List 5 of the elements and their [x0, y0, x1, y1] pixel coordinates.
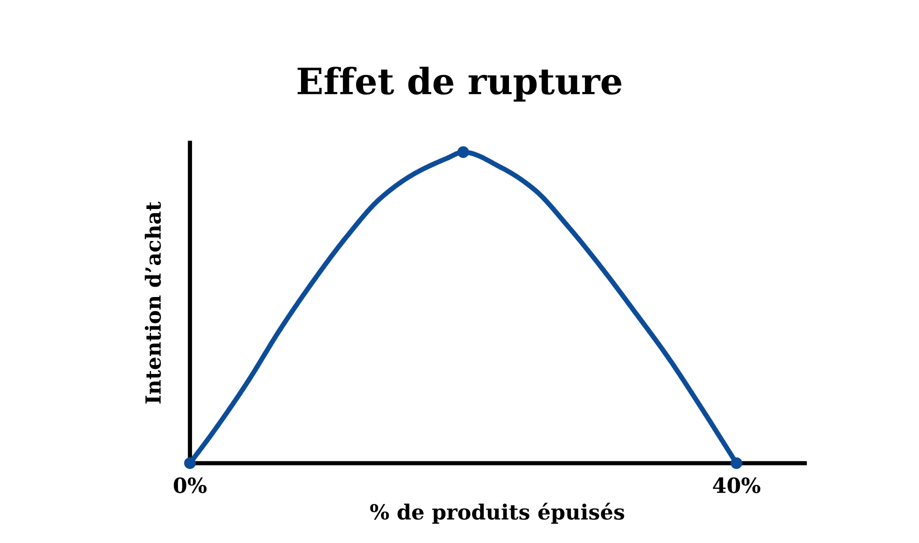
chart-title: Effet de rupture — [298, 66, 622, 102]
x-axis-title: % de produits épuisés — [370, 502, 624, 524]
y-axis-title: Intention d’achat — [144, 202, 161, 404]
x-tick-label: 40% — [712, 477, 760, 494]
x-tick-label: 0% — [174, 477, 207, 494]
